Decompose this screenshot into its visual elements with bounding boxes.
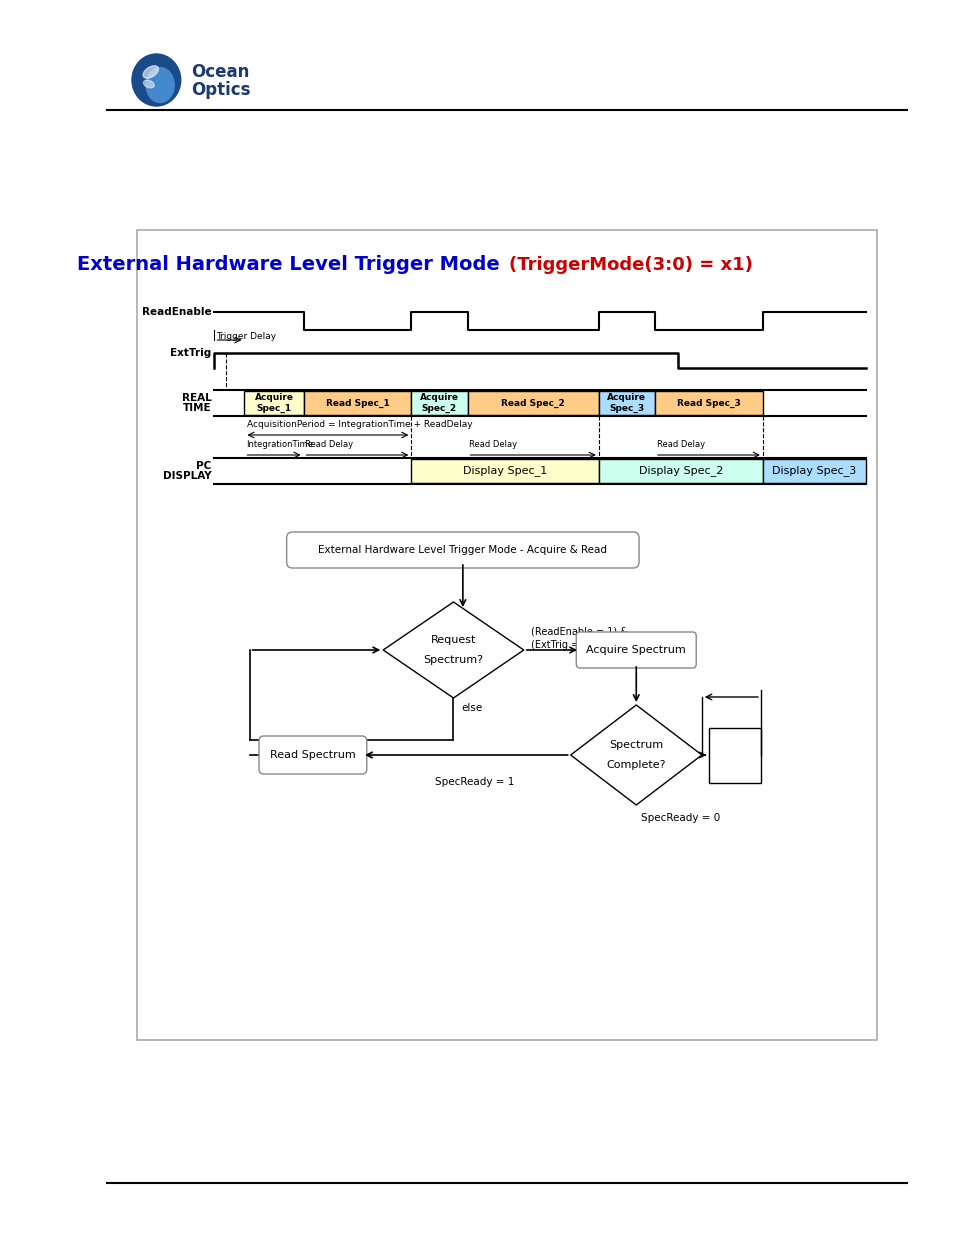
Text: IntegrationTime: IntegrationTime	[246, 440, 313, 450]
Polygon shape	[383, 601, 523, 698]
Text: Read Spec_3: Read Spec_3	[677, 399, 740, 408]
Text: Display Spec_2: Display Spec_2	[638, 466, 722, 477]
Text: DISPLAY: DISPLAY	[163, 471, 212, 480]
Bar	[655, 391, 762, 415]
FancyBboxPatch shape	[286, 532, 639, 568]
Text: Optics: Optics	[191, 82, 251, 99]
Text: Ocean: Ocean	[191, 63, 249, 82]
Bar	[467, 391, 598, 415]
Text: (ExtTrig = 1): (ExtTrig = 1)	[531, 640, 592, 650]
Text: Read Delay: Read Delay	[657, 440, 704, 450]
Bar	[411, 459, 598, 483]
Text: TIME: TIME	[183, 403, 212, 412]
Text: Spectrum?: Spectrum?	[423, 655, 483, 664]
Text: Acquire
Spec_3: Acquire Spec_3	[607, 393, 646, 412]
FancyBboxPatch shape	[258, 736, 366, 774]
Text: Acquire
Spec_2: Acquire Spec_2	[419, 393, 458, 412]
Text: ReadEnable: ReadEnable	[142, 308, 212, 317]
Text: Read Spectrum: Read Spectrum	[270, 750, 355, 760]
Text: Acquire
Spec_1: Acquire Spec_1	[254, 393, 294, 412]
Bar	[136, 230, 876, 1040]
Ellipse shape	[146, 68, 174, 103]
Text: (TriggerMode(3:0) = x1): (TriggerMode(3:0) = x1)	[508, 256, 752, 274]
FancyBboxPatch shape	[576, 632, 696, 668]
Text: Request: Request	[431, 635, 476, 645]
Bar	[244, 391, 303, 415]
Text: Read Spec_2: Read Spec_2	[500, 399, 564, 408]
Text: Read Delay: Read Delay	[305, 440, 354, 450]
Text: Complete?: Complete?	[606, 760, 665, 769]
Text: (ReadEnable = 1) &: (ReadEnable = 1) &	[531, 627, 627, 637]
Text: External Hardware Level Trigger Mode: External Hardware Level Trigger Mode	[77, 256, 506, 274]
Text: Display Spec_3: Display Spec_3	[771, 466, 856, 477]
Ellipse shape	[143, 80, 154, 88]
Polygon shape	[570, 705, 701, 805]
Text: PC: PC	[196, 461, 212, 471]
Text: else: else	[460, 703, 481, 713]
Text: Spectrum: Spectrum	[609, 740, 662, 750]
Text: External Hardware Level Trigger Mode - Acquire & Read: External Hardware Level Trigger Mode - A…	[318, 545, 607, 555]
Text: REAL: REAL	[182, 393, 212, 403]
Text: SpecReady = 1: SpecReady = 1	[435, 777, 514, 787]
Bar	[303, 391, 411, 415]
Bar	[762, 459, 865, 483]
Text: SpecReady = 0: SpecReady = 0	[640, 813, 720, 823]
Ellipse shape	[132, 54, 180, 106]
Text: Read Spec_1: Read Spec_1	[325, 399, 389, 408]
Bar	[598, 459, 762, 483]
Ellipse shape	[143, 65, 158, 78]
Text: ExtTrig: ExtTrig	[171, 348, 212, 358]
Text: Acquire Spectrum: Acquire Spectrum	[586, 645, 685, 655]
Text: Trigger Delay: Trigger Delay	[216, 332, 276, 341]
Text: AcquisitionPeriod = IntegrationTime + ReadDelay: AcquisitionPeriod = IntegrationTime + Re…	[247, 420, 473, 429]
Text: Read Delay: Read Delay	[469, 440, 517, 450]
Bar	[411, 391, 467, 415]
Bar	[598, 391, 655, 415]
Text: Display Spec_1: Display Spec_1	[462, 466, 547, 477]
Bar	[709, 727, 760, 783]
